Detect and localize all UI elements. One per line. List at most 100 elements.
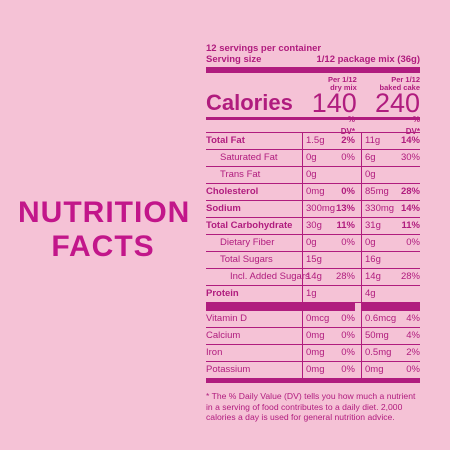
amount-dry: 0mg bbox=[302, 362, 334, 378]
dv-header-row: % DV* % DV* bbox=[206, 115, 420, 136]
vitamins-divider-band bbox=[206, 302, 420, 311]
amount-baked: 85mg bbox=[361, 184, 399, 200]
serving-size-row: Serving size 1/12 package mix (36g) bbox=[206, 54, 420, 65]
nutrient-row: Vitamin D 0mcg 0% 0.6mcg 4% bbox=[206, 311, 420, 327]
dv-dry: 0% bbox=[341, 186, 355, 197]
amount-dry: 0mg bbox=[302, 328, 334, 344]
amount-baked: 16g bbox=[361, 252, 399, 268]
dv-header-dry: % DV* bbox=[340, 115, 355, 136]
nutrient-name: Dietary Fiber bbox=[220, 237, 275, 248]
amount-dry: 0mg bbox=[302, 345, 334, 361]
amount-baked: 330mg bbox=[361, 201, 399, 217]
dv-dry: 13% bbox=[335, 203, 355, 214]
headline-line-1: NUTRITION bbox=[18, 196, 191, 229]
dv-baked: 11% bbox=[401, 220, 421, 231]
dv-dry: 0% bbox=[341, 330, 355, 341]
baked-cake-header-line-2: baked cake bbox=[379, 83, 420, 92]
amount-baked: 50mg bbox=[361, 328, 399, 344]
headline-line-2: FACTS bbox=[51, 230, 155, 263]
serving-size-value: 1/12 package mix (36g) bbox=[316, 54, 421, 65]
servings-per-container: 12 servings per container bbox=[206, 43, 322, 54]
nutrient-row: Protein 1g 4g bbox=[206, 285, 420, 302]
amount-baked: 0g bbox=[361, 167, 399, 183]
nutrient-name: Vitamin D bbox=[206, 313, 248, 324]
nutrient-name: Total Fat bbox=[206, 135, 245, 146]
dry-mix-header-line-1: Per 1/12 bbox=[327, 75, 357, 84]
amount-baked: 31g bbox=[361, 218, 399, 234]
amount-baked: 0mg bbox=[361, 362, 399, 378]
amount-dry: 30g bbox=[302, 218, 334, 234]
dv-dry: 0% bbox=[341, 364, 355, 375]
calories-dry-value: 140 bbox=[311, 88, 357, 118]
nutrient-row: Incl. Added Sugars 14g 28% 14g 28% bbox=[206, 268, 420, 285]
amount-baked: 0.5mg bbox=[361, 345, 399, 361]
nutrient-name: Cholesterol bbox=[206, 186, 259, 197]
dv-baked: 0% bbox=[406, 364, 420, 375]
amount-dry: 15g bbox=[302, 252, 334, 268]
amount-dry: 0g bbox=[302, 150, 334, 166]
nutrient-row: Total Sugars 15g 16g bbox=[206, 251, 420, 268]
nutrient-row: Saturated Fat 0g 0% 6g 30% bbox=[206, 149, 420, 166]
dry-mix-header: Per 1/12 dry mix bbox=[328, 76, 357, 92]
amount-baked: 0.6mcg bbox=[361, 311, 399, 327]
nutrient-rows-main: Total Fat 1.5g 2% 11g 14% Saturated Fat 0g 0% 6g… bbox=[206, 132, 420, 302]
dv-dry: 11% bbox=[336, 220, 356, 231]
nutrient-name: Total Carbohydrate bbox=[206, 220, 293, 231]
dv-dry: 0% bbox=[341, 237, 355, 248]
dry-mix-header-line-2: dry mix bbox=[330, 83, 357, 92]
nutrient-row: Total Carbohydrate 30g 11% 31g 11% bbox=[206, 217, 420, 234]
baked-cake-header: Per 1/12 baked cake bbox=[380, 76, 420, 92]
amount-dry: 1.5g bbox=[302, 133, 334, 149]
dv-header-baked: % DV* bbox=[405, 115, 420, 136]
nutrient-row: Sodium 300mg 13% 330mg 14% bbox=[206, 200, 420, 217]
thick-rule bbox=[206, 67, 420, 73]
calories-label: Calories bbox=[206, 90, 293, 115]
daily-value-footnote: * The % Daily Value (DV) tells you how m… bbox=[206, 391, 416, 422]
medium-rule bbox=[206, 117, 420, 120]
calories-baked-value: 240 bbox=[374, 88, 420, 118]
amount-dry: 0g bbox=[302, 167, 334, 183]
nutrient-row: Calcium 0mg 0% 50mg 4% bbox=[206, 327, 420, 344]
nutrient-name: Trans Fat bbox=[220, 169, 261, 180]
dv-baked: 28% bbox=[400, 271, 420, 282]
bottom-thick-rule bbox=[206, 378, 420, 383]
dv-dry: 2% bbox=[341, 135, 355, 146]
amount-baked: 4g bbox=[361, 286, 399, 302]
nutrition-facts-headline: NUTRITION FACTS bbox=[18, 196, 191, 264]
dv-dry: 0% bbox=[341, 347, 355, 358]
dv-baked: 4% bbox=[406, 330, 420, 341]
nutrient-row: Total Fat 1.5g 2% 11g 14% bbox=[206, 132, 420, 149]
dv-baked: 2% bbox=[406, 347, 420, 358]
nutrient-row: Trans Fat 0g 0g bbox=[206, 166, 420, 183]
amount-baked: 0g bbox=[361, 235, 399, 251]
nutrient-name: Saturated Fat bbox=[220, 152, 278, 163]
nutrient-name: Potassium bbox=[206, 364, 251, 375]
dv-baked: 28% bbox=[400, 186, 420, 197]
dv-baked: 4% bbox=[406, 313, 420, 324]
amount-dry: 0mg bbox=[302, 184, 334, 200]
nutrient-row: Iron 0mg 0% 0.5mg 2% bbox=[206, 344, 420, 361]
dv-baked: 14% bbox=[400, 135, 420, 146]
amount-baked: 14g bbox=[361, 269, 399, 285]
calories-baked-column: Per 1/12 baked cake 240 bbox=[363, 73, 420, 117]
nutrient-row: Cholesterol 0mg 0% 85mg 28% bbox=[206, 183, 420, 200]
dv-baked: 14% bbox=[400, 203, 420, 214]
amount-baked: 11g bbox=[361, 133, 399, 149]
nutrient-name: Calcium bbox=[206, 330, 241, 341]
amount-dry: 300mg bbox=[302, 201, 335, 217]
nutrient-name: Incl. Added Sugars bbox=[230, 271, 310, 282]
calories-dry-column: Per 1/12 dry mix 140 bbox=[299, 73, 357, 118]
calories-row: Calories Per 1/12 dry mix 140 Per 1/12 b… bbox=[206, 73, 420, 117]
nutrient-row: Potassium 0mg 0% 0mg 0% bbox=[206, 361, 420, 378]
dv-baked: 30% bbox=[400, 152, 420, 163]
amount-dry: 0g bbox=[302, 235, 334, 251]
amount-dry: 0mcg bbox=[302, 311, 334, 327]
nutrition-label-panel: 12 servings per container Serving size 1… bbox=[206, 44, 420, 423]
dv-dry: 0% bbox=[341, 152, 355, 163]
amount-dry: 14g bbox=[302, 269, 334, 285]
amount-baked: 6g bbox=[361, 150, 399, 166]
nutrient-name: Iron bbox=[206, 347, 223, 358]
amount-dry: 1g bbox=[302, 286, 334, 302]
dv-dry: 0% bbox=[341, 313, 355, 324]
nutrient-rows-vitamins: Vitamin D 0mcg 0% 0.6mcg 4% Calcium 0mg 0% 50mg 4… bbox=[206, 311, 420, 378]
